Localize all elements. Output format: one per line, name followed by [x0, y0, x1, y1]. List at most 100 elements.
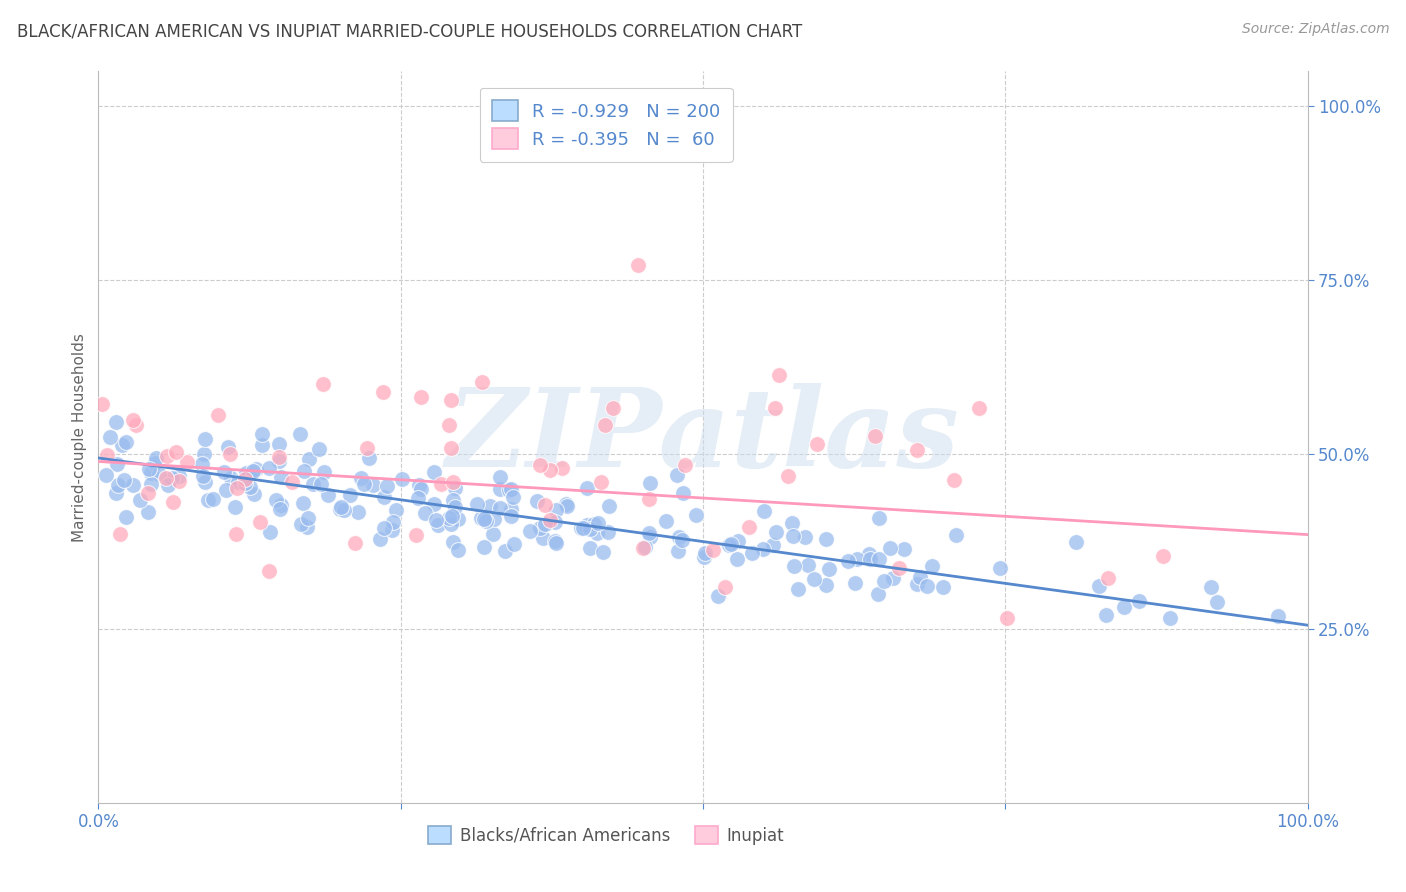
Point [141, 476, 163, 491]
Point [837, 554, 859, 568]
Point [446, 543, 468, 558]
Point [494, 544, 516, 558]
Point [270, 498, 292, 512]
Point [1267, 609, 1289, 624]
Point [786, 582, 808, 597]
Point [534, 516, 557, 531]
Point [695, 546, 717, 560]
Point [671, 533, 693, 548]
Point [94, 468, 117, 483]
Point [217, 440, 239, 454]
Point [207, 408, 229, 422]
Point [591, 475, 613, 489]
Point [301, 477, 323, 491]
Point [470, 510, 492, 524]
Point [575, 482, 598, 496]
Point [782, 528, 804, 542]
Point [579, 522, 602, 536]
Point [988, 561, 1011, 575]
Point [873, 574, 896, 588]
Point [627, 258, 650, 272]
Point [447, 512, 470, 526]
Point [488, 482, 510, 496]
Point [423, 497, 446, 511]
Point [482, 527, 505, 541]
Point [361, 478, 384, 492]
Point [259, 461, 281, 475]
Point [353, 476, 375, 491]
Point [717, 538, 740, 552]
Point [582, 517, 605, 532]
Point [780, 516, 803, 531]
Point [194, 475, 217, 489]
Point [233, 476, 256, 491]
Point [585, 526, 607, 541]
Point [467, 497, 489, 511]
Point [538, 513, 561, 527]
Point [308, 442, 330, 456]
Point [112, 473, 135, 487]
Y-axis label: Married-couple Households: Married-couple Households [72, 333, 87, 541]
Point [439, 441, 461, 455]
Point [191, 457, 214, 471]
Point [866, 587, 889, 601]
Point [814, 578, 837, 592]
Point [1112, 600, 1135, 615]
Point [136, 486, 159, 500]
Point [176, 455, 198, 469]
Point [250, 427, 273, 442]
Point [634, 540, 657, 554]
Point [783, 558, 806, 573]
Point [201, 492, 224, 507]
Point [668, 531, 690, 545]
Point [879, 541, 901, 556]
Point [844, 576, 866, 591]
Point [905, 443, 928, 458]
Point [943, 473, 966, 487]
Point [858, 547, 880, 561]
Point [738, 520, 761, 534]
Point [214, 483, 236, 497]
Text: Source: ZipAtlas.com: Source: ZipAtlas.com [1241, 22, 1389, 37]
Point [197, 493, 219, 508]
Point [219, 470, 242, 484]
Point [598, 499, 620, 513]
Point [714, 580, 737, 594]
Point [91, 397, 114, 411]
Point [551, 461, 574, 475]
Point [544, 534, 567, 549]
Point [425, 513, 447, 527]
Point [373, 384, 395, 399]
Point [859, 552, 882, 566]
Point [593, 417, 616, 432]
Point [411, 483, 433, 497]
Point [472, 541, 495, 555]
Point [921, 559, 943, 574]
Point [167, 468, 190, 483]
Point [297, 510, 319, 524]
Point [668, 543, 690, 558]
Point [441, 475, 464, 489]
Point [868, 551, 890, 566]
Point [654, 514, 676, 528]
Point [586, 516, 609, 530]
Point [148, 467, 170, 482]
Point [423, 465, 446, 479]
Point [596, 524, 619, 539]
Point [375, 479, 398, 493]
Point [381, 523, 404, 537]
Point [269, 450, 291, 464]
Point [368, 532, 391, 546]
Point [108, 527, 131, 541]
Point [245, 462, 267, 476]
Point [472, 512, 495, 526]
Point [672, 486, 695, 500]
Point [141, 467, 163, 481]
Point [533, 498, 555, 512]
Point [332, 502, 354, 516]
Point [1088, 579, 1111, 593]
Point [233, 472, 256, 486]
Point [224, 500, 246, 514]
Point [219, 447, 242, 461]
Point [1128, 593, 1150, 607]
